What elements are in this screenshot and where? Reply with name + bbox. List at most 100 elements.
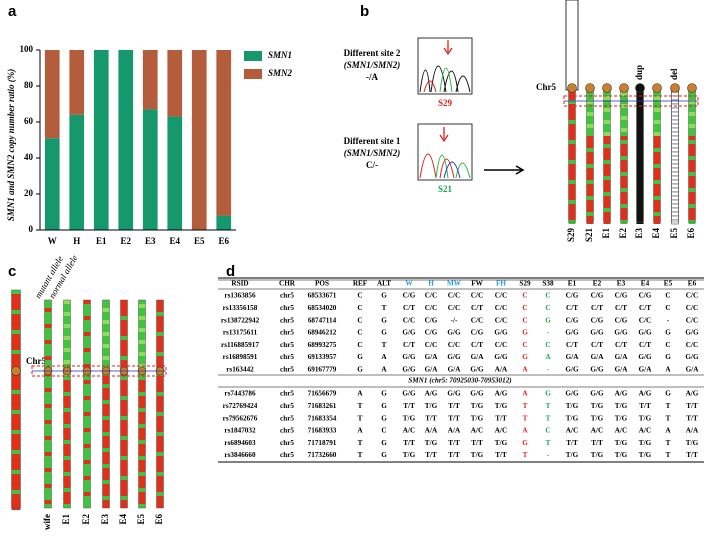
chromosome-band	[11, 314, 21, 318]
chromosome-band	[620, 140, 628, 144]
chromosome-band	[11, 290, 21, 294]
chromosome-band	[83, 376, 91, 380]
chromosome-band	[138, 388, 146, 392]
chromosome-band	[44, 436, 52, 440]
chromosome-band	[688, 216, 696, 220]
chromosome-band	[63, 316, 71, 320]
chromosome-band	[636, 196, 644, 200]
chromosome-band	[120, 316, 128, 320]
table-cell: rs16898591	[223, 353, 258, 361]
chromosome-band	[671, 111, 679, 117]
chromosome-band	[102, 380, 110, 384]
chromosome-band	[636, 216, 644, 220]
chromosome-band	[586, 196, 594, 200]
chromosome-band	[568, 144, 576, 148]
chromosome-band	[63, 452, 71, 456]
chromosome-band	[586, 144, 594, 148]
chromosome-band	[586, 92, 594, 96]
chromosome-band	[83, 440, 91, 444]
chromosome-band	[156, 324, 164, 328]
chromosome-band	[83, 352, 91, 356]
table-cell: G/G	[447, 390, 461, 398]
chromosome-band	[120, 312, 128, 316]
chromosome-band	[11, 310, 21, 314]
chromosome-band	[653, 192, 661, 196]
chromosome-band	[653, 180, 661, 184]
chromosome-band	[620, 124, 628, 128]
chromosome-outline	[44, 299, 52, 509]
y-axis-label: SMN1 and SMN2 copy number ratio (%)	[6, 69, 16, 222]
chromosome-band	[44, 432, 52, 436]
chromosome-band	[120, 376, 128, 380]
chromosome-band	[671, 131, 679, 137]
table-cell: A/G	[639, 390, 652, 398]
table-cell: T	[382, 304, 387, 312]
chromosome-band	[120, 324, 128, 328]
chromosome-band	[120, 380, 128, 384]
table-cell: chr5	[280, 439, 294, 447]
chromosome-band	[568, 120, 576, 124]
table-cell: T/G	[471, 414, 484, 422]
chromosome-band	[653, 144, 661, 148]
chromosome-band	[653, 168, 661, 172]
chromosome-band	[11, 306, 21, 310]
chromosome-band	[138, 408, 146, 412]
chromosome-band	[11, 342, 21, 346]
chromosome-band	[138, 352, 146, 356]
table-cell: T	[358, 414, 363, 422]
sample-label: E1	[601, 228, 611, 239]
table-header: E5	[664, 280, 673, 288]
chromosome-band	[120, 420, 128, 424]
chromosome-band	[688, 96, 696, 100]
chromosome-band	[102, 468, 110, 472]
table-cell: rs6894603	[224, 439, 256, 447]
chromosome-band	[120, 488, 128, 492]
table-cell: T/G	[471, 402, 484, 410]
chromosome-band	[44, 400, 52, 404]
sample-label: S21	[584, 228, 594, 243]
chromosome-band	[568, 96, 576, 100]
table-cell: T/G	[639, 451, 652, 459]
table-cell: 69133957	[308, 353, 337, 361]
table-cell: C/C	[448, 304, 460, 312]
chromosome-band	[63, 440, 71, 444]
chromosome-band	[83, 340, 91, 344]
chromosome-band	[671, 95, 679, 101]
table-cell: G	[381, 390, 387, 398]
chromosome-band	[83, 312, 91, 316]
chromosome-band	[620, 144, 628, 148]
table-cell: C/C	[425, 304, 437, 312]
table-cell: chr5	[280, 292, 294, 300]
bar-segment	[69, 50, 85, 115]
table-cell: chr5	[280, 451, 294, 459]
table-cell: A	[665, 365, 671, 373]
table-cell: 69167779	[308, 365, 337, 373]
chromosome-band	[11, 462, 21, 466]
chromosome-band	[603, 176, 611, 180]
chromosome-band	[44, 452, 52, 456]
chromatogram-trace	[423, 80, 437, 93]
chromosome-band	[63, 424, 71, 428]
chromosome-band	[44, 480, 52, 484]
arrow	[443, 40, 453, 56]
chromosome-band	[83, 356, 91, 360]
chromosome-band	[156, 444, 164, 448]
chromosome-band	[138, 488, 146, 492]
sample-label: S21	[438, 184, 453, 194]
chromosome-band	[44, 316, 52, 320]
chromosome-band	[102, 504, 110, 508]
table-cell: G/A	[425, 353, 439, 361]
chromosome-band	[83, 432, 91, 436]
table-cell: G	[381, 292, 387, 300]
chromosome-band	[138, 392, 146, 396]
chromosome-band	[102, 408, 110, 412]
chromosome-band	[156, 472, 164, 476]
table-cell: C/G	[639, 292, 652, 300]
chromosome-band	[156, 340, 164, 344]
chromosome-band	[156, 344, 164, 348]
chromosome-band	[653, 96, 661, 100]
table-cell: G/G	[638, 353, 652, 361]
chromosome-band	[63, 340, 71, 344]
chromosome-band	[138, 472, 146, 476]
table-cell: C/C	[448, 341, 460, 349]
